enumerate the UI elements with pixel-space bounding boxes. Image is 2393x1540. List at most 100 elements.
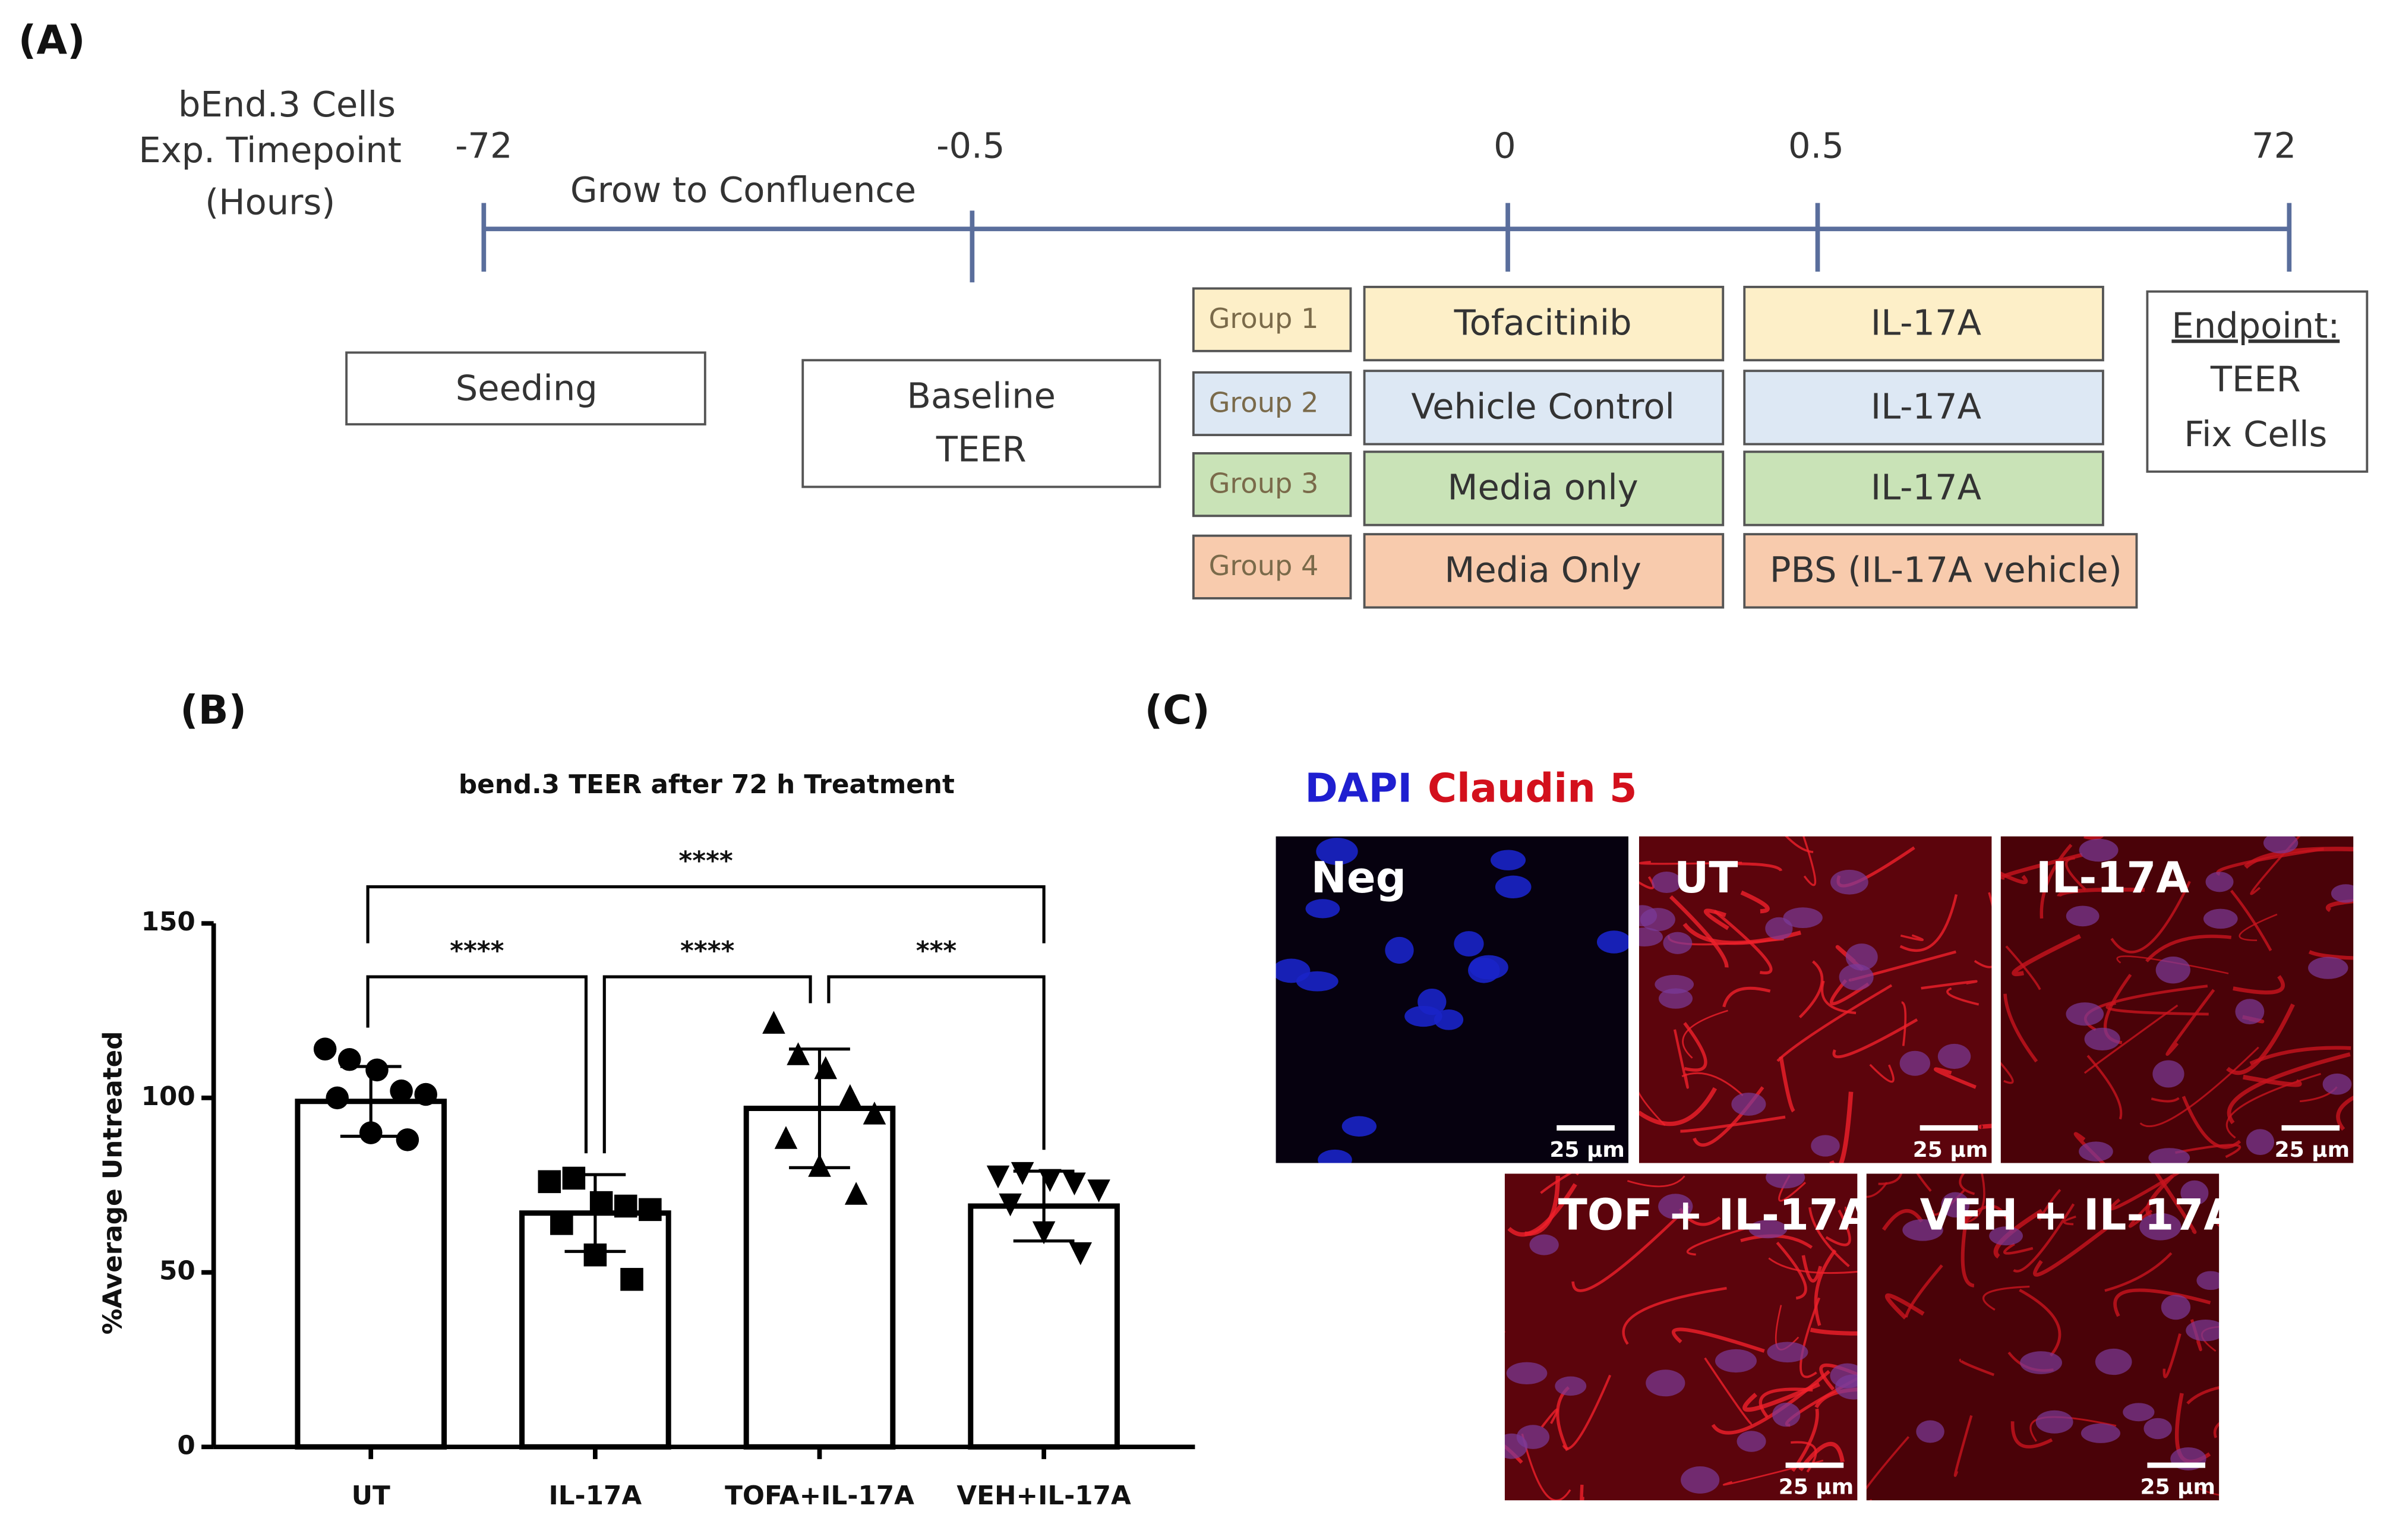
nucleus (1681, 1466, 1720, 1494)
timepoint-label: 0.5 (1788, 125, 1844, 166)
panel-border (1997, 833, 2357, 1166)
x-tick-label: IL-17A (548, 1481, 642, 1511)
cell-junction (2186, 1386, 2221, 1405)
data-point (614, 1194, 637, 1218)
cell-junction (1682, 1009, 1728, 1059)
cell-junction (2064, 857, 2086, 891)
data-point (390, 1079, 413, 1103)
nucleus (1916, 1420, 1944, 1443)
nucleus (1765, 917, 1793, 940)
cell-junction (2019, 1289, 2061, 1357)
nucleus (1767, 1342, 1808, 1363)
cell-junction (1978, 1124, 1993, 1129)
data-point (365, 1058, 389, 1082)
bar (519, 1210, 671, 1450)
panel-border (1863, 1170, 2222, 1504)
stain-name: DAPI (1305, 765, 1412, 811)
panel-label: (A) (18, 17, 86, 63)
seeding-label: Seeding (456, 368, 598, 409)
cell-junction (2116, 955, 2229, 974)
cell-junction (2308, 950, 2355, 960)
pretreatment-box (1363, 450, 1725, 526)
nucleus (2155, 956, 2190, 984)
nucleus (1305, 899, 1340, 919)
cell-junction (2239, 913, 2278, 942)
group-box (1192, 287, 1352, 352)
cell-junction (1683, 1022, 1707, 1072)
nucleus (1495, 875, 1532, 899)
treatment-box (1743, 286, 2104, 362)
scale-bar-label: 25 µm (1549, 1138, 1624, 1162)
cell-junction (1521, 1433, 1571, 1502)
cell-junction (1901, 1001, 1907, 1046)
image-label: VEH + IL-17A (1920, 1189, 2237, 1239)
cell-junction (1672, 1327, 1765, 1353)
cell-junction (1810, 1327, 1859, 1336)
nucleus (1902, 1219, 1943, 1241)
nucleus (2066, 1002, 2104, 1026)
error-bar (1013, 1169, 1075, 1243)
timepoint-label: -0.5 (936, 125, 1005, 166)
nucleus (2331, 884, 2355, 903)
cell-junction (1953, 1415, 1973, 1477)
cell-junction (2154, 1172, 2197, 1234)
cell-junction (1829, 979, 1870, 1006)
cell-junction (1711, 1369, 1830, 1435)
data-point (999, 1193, 1022, 1217)
image-label: TOF + IL-17A (1558, 1189, 1872, 1239)
endpoint-label: TEER (2210, 358, 2301, 399)
cell-junction (1821, 980, 1857, 1015)
cell-junction (1959, 1358, 1995, 1377)
significance-bracket (366, 975, 588, 1154)
timeline-caption: Exp. Timepoint (138, 130, 402, 171)
nucleus (1899, 1050, 1931, 1076)
cell-junction (1881, 1208, 1924, 1231)
micrograph: IL-17A 25 µm (1997, 833, 2357, 1166)
nucleus (1941, 1192, 1970, 1218)
cell-junction (1776, 984, 1893, 1062)
cell-junction (2336, 1094, 2355, 1131)
nucleus (2152, 1060, 2184, 1088)
nucleus (1640, 908, 1675, 932)
cell-junction (2033, 1224, 2111, 1277)
error-bar (564, 1173, 626, 1253)
cell-junction (2145, 935, 2232, 962)
cell-junction (1524, 1175, 1560, 1236)
cell-junction (2083, 835, 2104, 840)
cell-junction (2104, 1252, 2173, 1292)
cell-junction (1622, 1287, 1727, 1345)
baseline-box (801, 359, 1161, 488)
cell-junction (1964, 1172, 1985, 1224)
nucleus (2095, 1348, 2132, 1375)
micrograph-content (1503, 1172, 1859, 1502)
significance-bracket (827, 975, 1046, 1150)
cell-junction (1721, 862, 1783, 872)
cell-junction (1740, 890, 1770, 914)
cell-junction (2012, 934, 2081, 977)
nucleus (1555, 1376, 1587, 1396)
cell-junction (1540, 1172, 1575, 1194)
data-point (774, 1126, 798, 1149)
data-point (326, 1086, 349, 1110)
cell-junction (1637, 1076, 1666, 1126)
nucleus (1454, 931, 1484, 957)
x-tick-label: VEH+IL-17A (956, 1481, 1131, 1511)
data-point (1063, 1172, 1086, 1195)
timeline-caption: bEnd.3 Cells (178, 84, 396, 125)
nucleus (1469, 955, 1508, 980)
data-point (844, 1182, 868, 1205)
nucleus (1341, 1116, 1377, 1137)
nucleus (1845, 943, 1878, 971)
data-point (313, 1037, 337, 1061)
treatment-box (1743, 533, 2138, 609)
nucleus (2148, 1148, 2190, 1165)
data-point (620, 1268, 643, 1291)
group-name: Group 4 (1209, 550, 1319, 582)
data-point (396, 1128, 419, 1151)
scale-bar-label: 25 µm (2141, 1475, 2215, 1500)
cell-junction (2233, 975, 2285, 995)
cell-junction (2145, 1174, 2174, 1218)
group-box (1192, 534, 1352, 599)
